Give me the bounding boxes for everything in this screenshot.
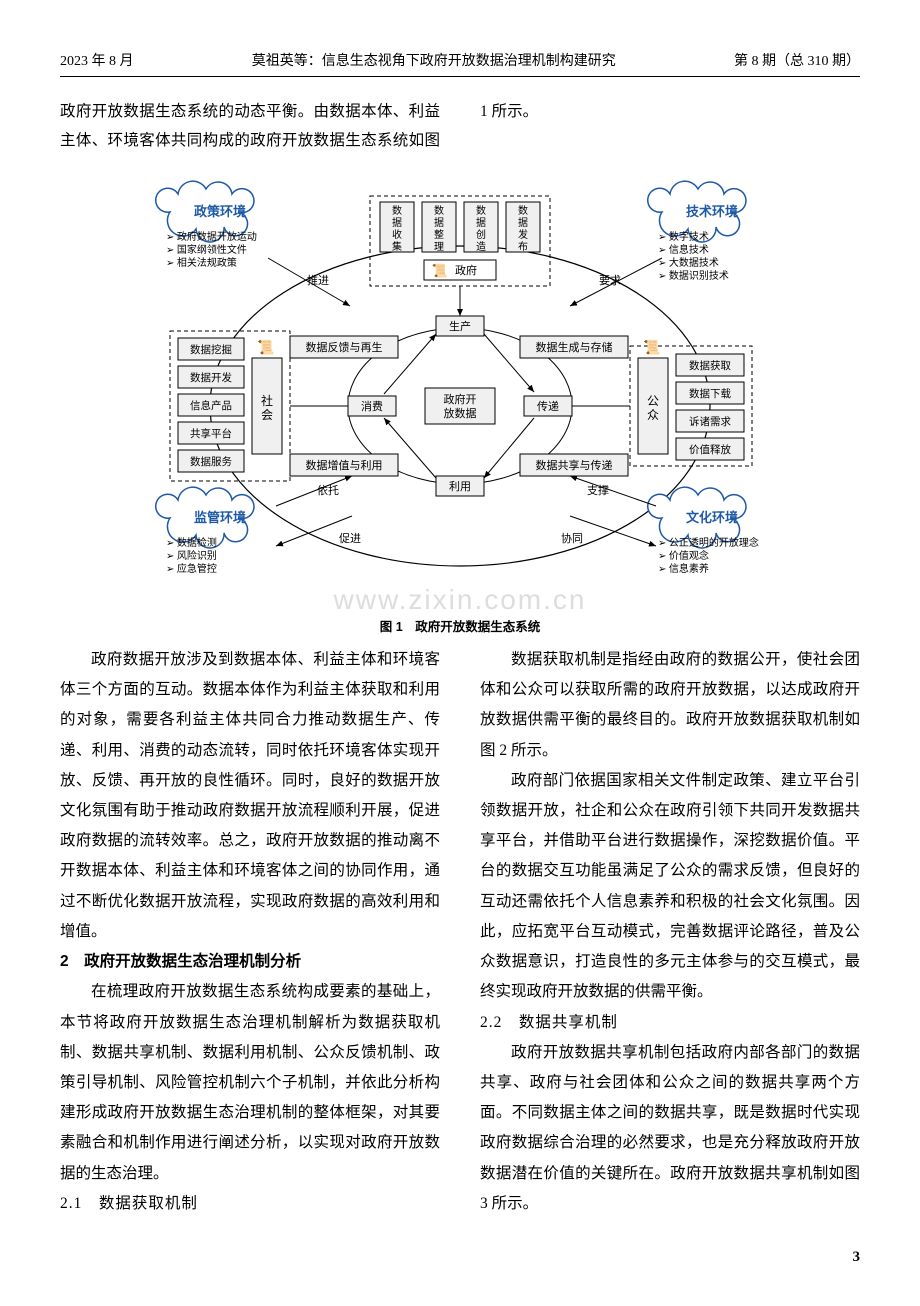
svg-text:支撑: 支撑: [587, 483, 609, 497]
svg-text:利用: 利用: [449, 480, 471, 493]
figure-1: 政府开放数据 生产传递利用 消费 数据反馈与再生 数据生成与存储数据增值与利用 数据共享与…: [60, 176, 860, 635]
paragraph: 政府部门依据国家相关文件制定政策、建立平台引领数据开放，社企和公众在政府引领下共…: [480, 766, 860, 1008]
page-number: 3: [60, 1249, 860, 1266]
svg-text:布: 布: [518, 241, 528, 253]
figure-svg: 政府开放数据 生产传递利用 消费 数据反馈与再生 数据生成与存储数据增值与利用 数据共享与…: [100, 176, 820, 596]
svg-text:数: 数: [518, 204, 528, 217]
svg-text:数据获取: 数据获取: [689, 359, 731, 372]
svg-text:数据增值与利用: 数据增值与利用: [306, 458, 383, 472]
svg-text:技术环境: 技术环境: [686, 204, 738, 219]
svg-text:据: 据: [392, 216, 402, 229]
svg-text:协同: 协同: [561, 531, 583, 545]
svg-text:会: 会: [261, 408, 273, 422]
svg-text:数据开发: 数据开发: [190, 371, 232, 384]
svg-text:公: 公: [647, 394, 659, 408]
intro-paragraph: 政府开放数据生态系统的动态平衡。由数据本体、利益主体、环境客体共同构成的政府开放…: [60, 97, 860, 156]
header-date: 2023 年 8 月: [60, 50, 134, 70]
subsection-2-2: 2.2 数据共享机制: [480, 1008, 860, 1038]
svg-text:➢ 应急管控: ➢ 应急管控: [166, 562, 217, 575]
svg-text:➢ 数据识别技术: ➢ 数据识别技术: [658, 269, 729, 282]
svg-text:据: 据: [518, 216, 528, 229]
svg-text:发: 发: [518, 228, 528, 241]
svg-text:整: 整: [434, 228, 444, 241]
svg-text:➢ 数据检测: ➢ 数据检测: [166, 536, 217, 549]
svg-text:➢ 大数据技术: ➢ 大数据技术: [658, 256, 719, 269]
svg-text:数据反馈与再生: 数据反馈与再生: [306, 340, 383, 354]
paragraph: 数据获取机制是指经由政府的数据公开，使社会团体和公众可以获取所需的政府开放数据，…: [480, 645, 860, 766]
svg-text:数据共享与传递: 数据共享与传递: [536, 458, 613, 472]
svg-text:数据生成与存储: 数据生成与存储: [536, 340, 613, 354]
svg-text:政策环境: 政策环境: [194, 204, 246, 219]
svg-text:➢ 国家纲领性文件: ➢ 国家纲领性文件: [166, 243, 247, 256]
svg-text:传递: 传递: [537, 399, 559, 413]
svg-text:数据下载: 数据下载: [689, 387, 731, 400]
svg-text:促进: 促进: [339, 531, 361, 545]
watermark: www.zixin.com.cn: [60, 584, 860, 616]
paragraph: 在梳理政府开放数据生态系统构成要素的基础上，本节将政府开放数据生态治理机制解析为…: [60, 977, 440, 1189]
svg-text:依托: 依托: [317, 483, 339, 497]
svg-text:理: 理: [434, 241, 444, 253]
svg-text:社: 社: [261, 393, 273, 408]
svg-text:➢ 公正透明的开放理念: ➢ 公正透明的开放理念: [658, 536, 759, 549]
svg-text:数据挖掘: 数据挖掘: [190, 343, 232, 356]
svg-text:📜: 📜: [643, 339, 660, 356]
svg-text:收: 收: [392, 228, 402, 241]
svg-text:共享平台: 共享平台: [190, 427, 232, 440]
svg-text:数: 数: [392, 204, 402, 217]
svg-text:创: 创: [476, 228, 486, 241]
svg-text:➢ 数字技术: ➢ 数字技术: [658, 230, 709, 243]
section-heading-2: 2 政府开放数据生态治理机制分析: [60, 947, 440, 977]
svg-text:信息产品: 信息产品: [190, 399, 232, 412]
svg-text:据: 据: [434, 216, 444, 229]
svg-text:价值释放: 价值释放: [689, 443, 731, 456]
svg-text:监管环境: 监管环境: [194, 510, 246, 525]
svg-text:消费: 消费: [361, 399, 383, 413]
svg-text:推进: 推进: [307, 273, 329, 287]
svg-text:数: 数: [476, 204, 486, 217]
svg-text:造: 造: [476, 240, 486, 253]
svg-text:📜: 📜: [432, 263, 448, 278]
header-issue: 第 8 期（总 310 期）: [734, 50, 860, 70]
svg-text:➢ 信息技术: ➢ 信息技术: [658, 243, 709, 256]
page-header: 2023 年 8 月 莫祖英等：信息生态视角下政府开放数据治理机制构建研究 第 …: [60, 50, 860, 77]
svg-text:数据服务: 数据服务: [190, 455, 232, 468]
svg-text:众: 众: [647, 408, 659, 422]
svg-text:据: 据: [476, 216, 486, 229]
svg-text:数: 数: [434, 204, 444, 217]
svg-text:📜: 📜: [257, 339, 274, 356]
paragraph: 政府数据开放涉及到数据本体、利益主体和环境客体三个方面的互动。数据本体作为利益主…: [60, 645, 440, 947]
svg-text:➢ 价值观念: ➢ 价值观念: [658, 549, 709, 562]
header-title: 莫祖英等：信息生态视角下政府开放数据治理机制构建研究: [252, 50, 616, 70]
svg-text:要求: 要求: [599, 274, 621, 287]
svg-text:➢ 风险识别: ➢ 风险识别: [166, 549, 217, 562]
subsection-2-1: 2.1 数据获取机制: [60, 1189, 440, 1219]
svg-text:➢ 相关法规政策: ➢ 相关法规政策: [166, 256, 237, 269]
svg-text:➢ 信息素养: ➢ 信息素养: [658, 562, 709, 575]
svg-text:➢ 政府数据开放运动: ➢ 政府数据开放运动: [166, 230, 257, 243]
svg-text:文化环境: 文化环境: [686, 510, 738, 525]
svg-text:集: 集: [392, 240, 402, 253]
svg-text:政府开: 政府开: [444, 392, 477, 406]
svg-text:生产: 生产: [449, 319, 471, 333]
svg-text:政府: 政府: [455, 263, 477, 277]
svg-text:诉诸需求: 诉诸需求: [689, 415, 731, 428]
figure-caption: 图 1 政府开放数据生态系统: [60, 616, 860, 635]
svg-text:放数据: 放数据: [444, 406, 477, 420]
body-text: 政府数据开放涉及到数据本体、利益主体和环境客体三个方面的互动。数据本体作为利益主…: [60, 645, 860, 1219]
paragraph: 政府开放数据共享机制包括政府内部各部门的数据共享、政府与社会团体和公众之间的数据…: [480, 1038, 860, 1219]
